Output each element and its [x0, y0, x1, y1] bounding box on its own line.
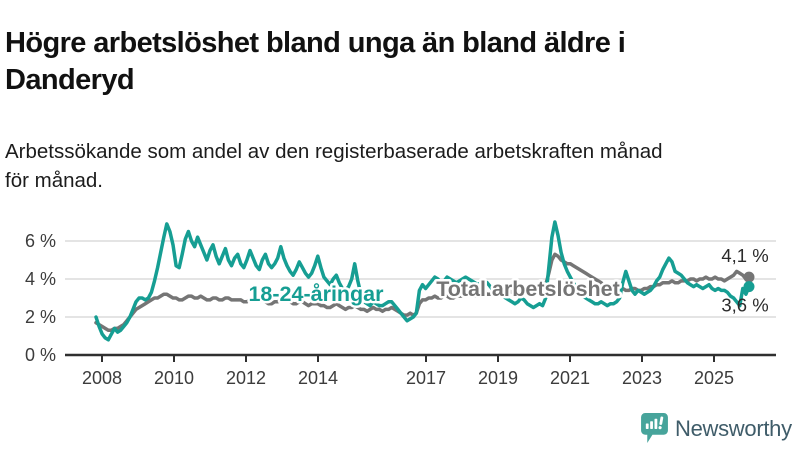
x-tick-label: 2010	[154, 368, 194, 388]
y-tick-label: 0 %	[25, 345, 56, 365]
x-tick-label: 2012	[226, 368, 266, 388]
x-tick-label: 2021	[550, 368, 590, 388]
x-tick-label: 2017	[406, 368, 446, 388]
chart-title-line1: Högre arbetslöshet bland unga än bland ä…	[5, 27, 626, 60]
series-line-total	[94, 252, 751, 333]
x-tick-label: 2025	[694, 368, 734, 388]
series-label-youth-18-24: 18-24-åringar	[248, 282, 384, 306]
y-tick-label: 2 %	[25, 307, 56, 327]
newsworthy-bubble-chart-icon	[641, 413, 668, 443]
newsworthy-logo[interactable]: Newsworthy	[641, 413, 792, 444]
chart-title-line2: Danderyd	[5, 64, 135, 97]
chart-subtitle-line1: Arbetssökande som andel av den registerb…	[5, 139, 663, 163]
end-dot-youth	[743, 281, 755, 293]
brand-name: Newsworthy	[675, 415, 792, 441]
chart-subtitle-line2: för månad.	[5, 169, 103, 192]
bar-chart-glyph	[645, 418, 658, 430]
chart-title: Högre arbetslöshet bland unga än bland ä…	[5, 25, 626, 99]
end-label-youth: 3,6 %	[721, 295, 768, 316]
end-dot-total	[743, 271, 755, 283]
chart-subtitle: Arbetssökande som andel av den registerb…	[5, 137, 663, 196]
series-label-total: Total arbetslöshet	[436, 277, 620, 301]
end-label-total: 4,1 %	[721, 245, 768, 266]
x-tick-label: 2023	[622, 368, 662, 388]
x-tick-label: 2008	[82, 368, 122, 388]
exclamation-glyph	[658, 416, 664, 430]
series-line-youth-18-24	[94, 220, 751, 342]
x-tick-label: 2019	[478, 368, 518, 388]
y-tick-label: 4 %	[25, 269, 56, 289]
unemployment-line-chart: 0 % 2 % 4 % 6 % 2008 2010 2012 2014 2017 2019 2021…	[25, 220, 776, 388]
x-tick-label: 2014	[298, 368, 338, 388]
y-tick-label: 6 %	[25, 231, 56, 251]
